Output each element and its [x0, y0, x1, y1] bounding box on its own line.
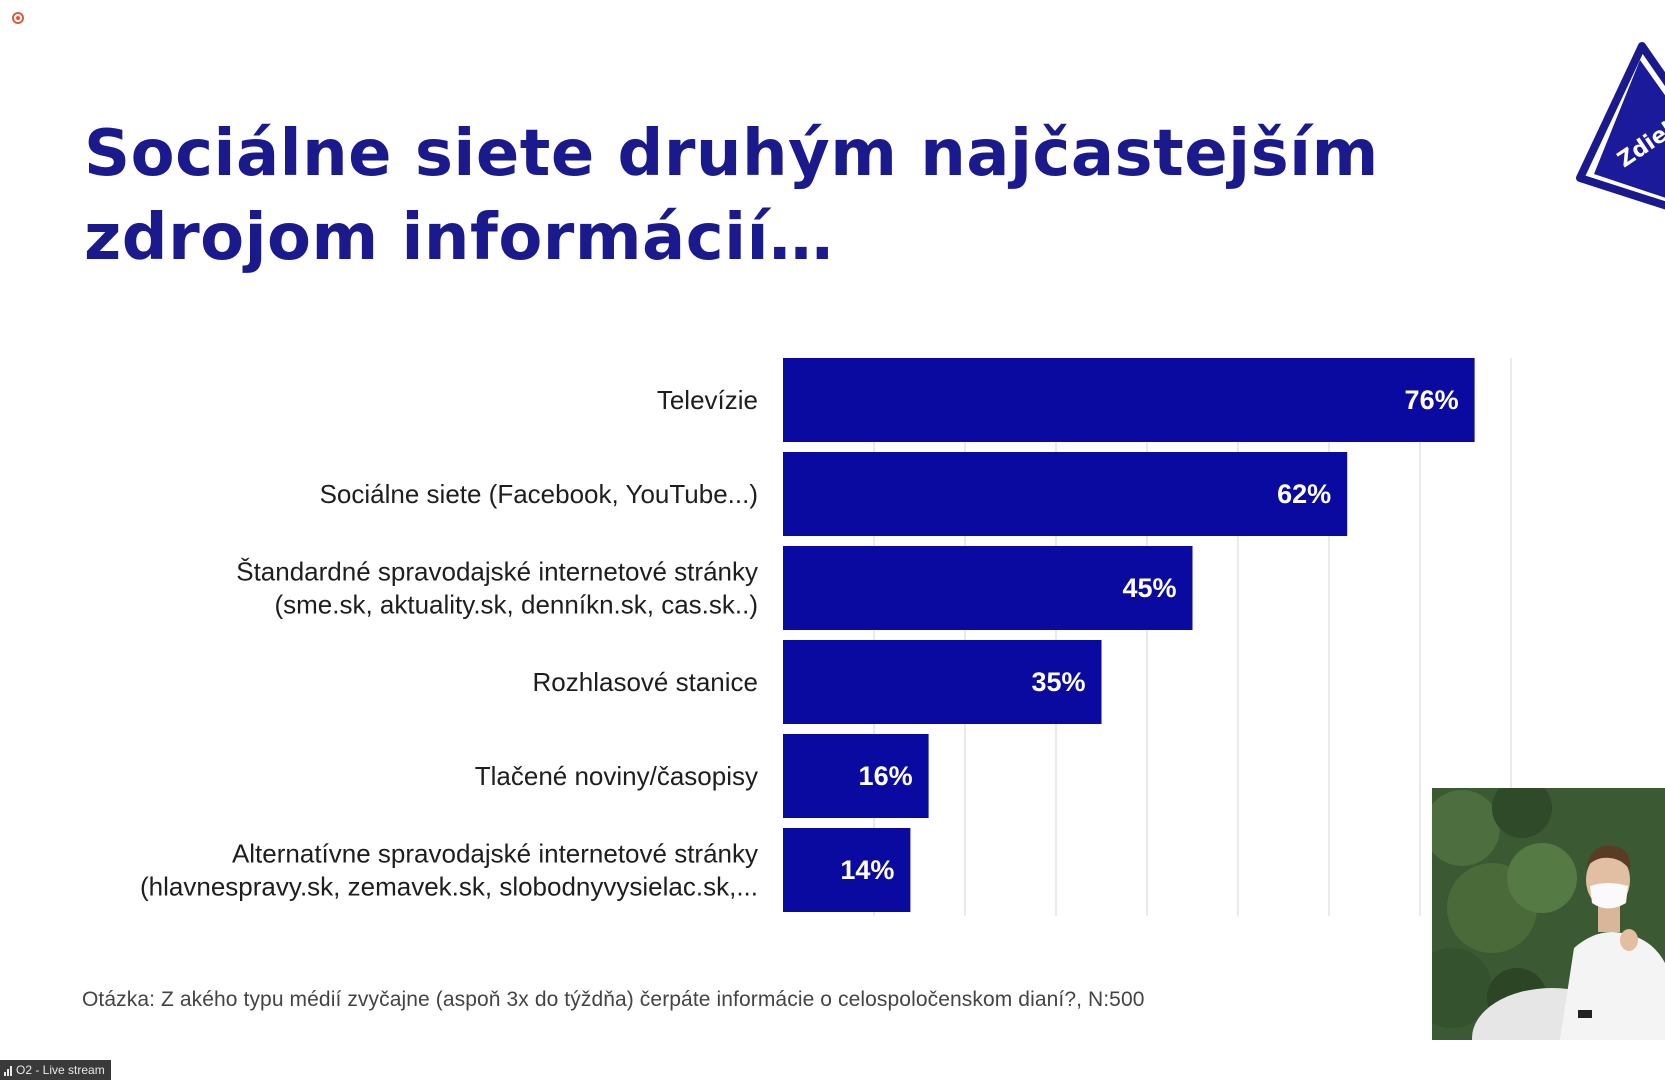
chart-footnote: Otázka: Z akého typu médií zvyčajne (asp…: [82, 988, 1145, 1011]
recording-indicator-icon: [12, 12, 24, 24]
stream-status-bar: O2 - Live stream: [0, 1060, 111, 1080]
chart-data-label: 14%: [840, 855, 894, 885]
share-badge-logo: Zdiel: [1572, 38, 1665, 228]
chart-bar: [783, 546, 1193, 630]
chart-category-label: Rozhlasové stanice: [533, 667, 758, 697]
slide-title-line2: zdrojom informácií…: [84, 201, 834, 275]
chart-data-label: 62%: [1277, 479, 1331, 509]
chart-category-label: Sociálne siete (Facebook, YouTube...): [320, 479, 758, 509]
chart-data-label: 35%: [1031, 667, 1085, 697]
stream-label: O2 - Live stream: [16, 1063, 105, 1077]
presenter-video-thumbnail: [1432, 788, 1665, 1040]
chart-bar: [783, 828, 911, 912]
chart-data-label: 45%: [1122, 573, 1176, 603]
chart-bar: [783, 640, 1102, 724]
chart-bar: [783, 358, 1475, 442]
chart-category-label: Štandardné spravodajské internetové strá…: [236, 557, 758, 587]
chart-category-label: (hlavnespravy.sk, zemavek.sk, slobodnyvy…: [140, 872, 758, 902]
chart-bar: [783, 452, 1348, 536]
slide-title-line1: Sociálne siete druhým najčastejším: [84, 117, 1379, 191]
chart-data-label: 76%: [1405, 385, 1459, 415]
chart-data-label: 16%: [859, 761, 913, 791]
chart-bar: [783, 734, 929, 818]
chart-category-label: Tlačené noviny/časopisy: [475, 761, 758, 791]
chart-category-label: Alternatívne spravodajské internetové st…: [232, 839, 758, 869]
chart-category-label: (sme.sk, aktuality.sk, denníkn.sk, cas.s…: [274, 590, 758, 620]
signal-bars-icon: [4, 1065, 12, 1076]
slide-title: Sociálne siete druhým najčastejším zdroj…: [84, 112, 1384, 280]
chart-category-label: Televízie: [657, 385, 758, 415]
